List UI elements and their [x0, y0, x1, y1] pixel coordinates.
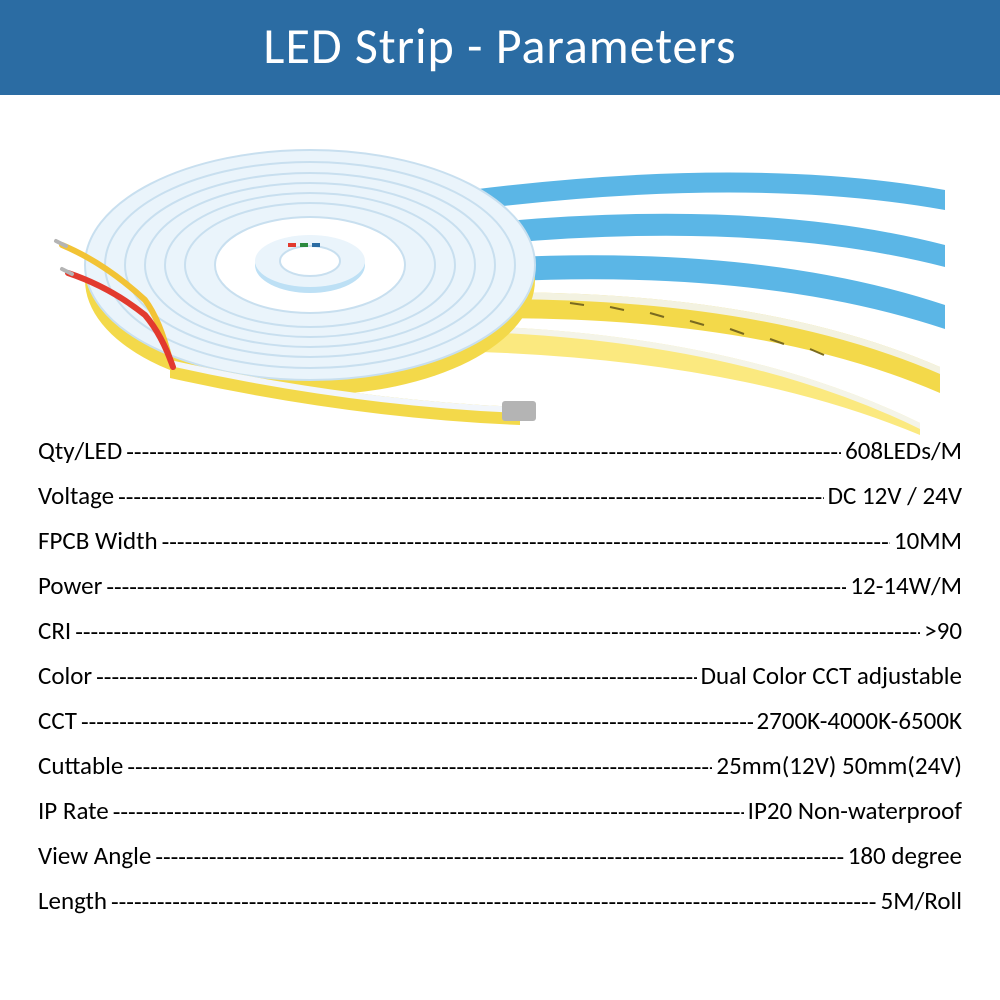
param-row-cct: CCT 2700K-4000K-6500K: [38, 705, 962, 736]
param-label: IP Rate: [38, 795, 113, 826]
param-value: >90: [920, 615, 962, 646]
page-title: LED Strip - Parameters: [0, 0, 1000, 95]
param-label: Qty/LED: [38, 435, 126, 466]
param-row-power: Power 12-14W/M: [38, 570, 962, 601]
product-illustration: [0, 95, 1000, 435]
param-leader: [118, 481, 824, 512]
param-label: FPCB Width: [38, 525, 162, 556]
param-leader: [113, 796, 744, 827]
param-leader: [81, 706, 753, 737]
param-label: Cuttable: [38, 750, 127, 781]
param-value: IP20 Non-waterproof: [744, 795, 962, 826]
param-label: Color: [38, 660, 96, 691]
param-label: View Angle: [38, 840, 155, 871]
param-label: Power: [38, 570, 106, 601]
parameters-list: Qty/LED 608LEDs/M Voltage DC 12V / 24V F…: [0, 435, 1000, 916]
param-row-color: Color Dual Color CCT adjustable: [38, 660, 962, 691]
param-leader: [96, 661, 696, 692]
param-row-angle: View Angle 180 degree: [38, 840, 962, 871]
param-value: DC 12V / 24V: [824, 480, 962, 511]
param-row-qty: Qty/LED 608LEDs/M: [38, 435, 962, 466]
param-leader: [162, 526, 890, 557]
param-row-cuttable: Cuttable 25mm(12V) 50mm(24V): [38, 750, 962, 781]
param-value: 2700K-4000K-6500K: [753, 705, 963, 736]
param-row-cri: CRI >90: [38, 615, 962, 646]
param-leader: [155, 841, 843, 872]
param-leader: [111, 886, 877, 917]
param-row-voltage: Voltage DC 12V / 24V: [38, 480, 962, 511]
param-label: Length: [38, 885, 111, 916]
param-leader: [127, 751, 712, 782]
param-row-fpcb: FPCB Width 10MM: [38, 525, 962, 556]
param-value: 12-14W/M: [846, 570, 962, 601]
param-value: 25mm(12V) 50mm(24V): [712, 750, 962, 781]
param-row-length: Length 5M/Roll: [38, 885, 962, 916]
param-value: 10MM: [890, 525, 962, 556]
param-row-ip: IP Rate IP20 Non-waterproof: [38, 795, 962, 826]
param-label: Voltage: [38, 480, 118, 511]
param-value: 5M/Roll: [877, 885, 962, 916]
param-value: Dual Color CCT adjustable: [697, 660, 962, 691]
param-value: 608LEDs/M: [841, 435, 962, 466]
param-label: CCT: [38, 705, 81, 736]
param-value: 180 degree: [844, 840, 962, 871]
param-label: CRI: [38, 615, 75, 646]
param-leader: [106, 571, 846, 602]
led-strip-svg: [50, 95, 950, 435]
param-leader: [75, 616, 920, 647]
param-leader: [126, 436, 841, 467]
reel-body: [85, 150, 535, 395]
